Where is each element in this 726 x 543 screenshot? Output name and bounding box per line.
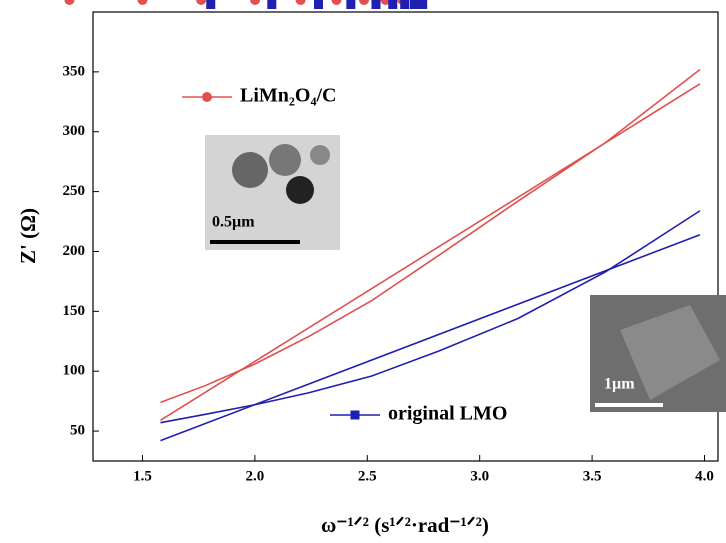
- scale-bar: [595, 403, 663, 407]
- x-axis-title: ω⁻¹ᐟ² (s¹ᐟ²·rad⁻¹ᐟ²): [321, 513, 489, 537]
- x-tick-label: 2.0: [245, 468, 264, 484]
- particle: [232, 152, 268, 188]
- y-axis-title: Z' (Ω): [16, 208, 40, 264]
- y-tick-label: 100: [63, 363, 86, 379]
- y-tick-label: 200: [63, 243, 86, 259]
- legend-marker: [351, 411, 360, 420]
- scale-bar: [210, 240, 300, 244]
- inset-image: [590, 295, 726, 412]
- particle: [310, 145, 330, 165]
- marker: [400, 0, 409, 9]
- x-tick-label: 2.5: [358, 468, 377, 484]
- marker: [359, 0, 369, 5]
- legend-label: original LMO: [388, 403, 507, 425]
- x-tick-label: 3.0: [470, 468, 489, 484]
- particle: [269, 144, 301, 176]
- x-tick-label: 1.5: [133, 468, 152, 484]
- scale-label: 0.5µm: [212, 214, 255, 231]
- marker: [267, 0, 276, 9]
- y-tick-label: 50: [70, 423, 85, 439]
- y-tick-label: 300: [63, 123, 86, 139]
- marker: [206, 0, 215, 9]
- marker: [388, 0, 397, 9]
- marker: [418, 0, 427, 9]
- marker: [196, 0, 206, 5]
- y-tick-label: 150: [63, 303, 86, 319]
- x-tick-label: 4.0: [695, 468, 714, 484]
- marker: [371, 0, 380, 9]
- y-tick-label: 250: [63, 183, 86, 199]
- marker: [296, 0, 306, 5]
- marker: [410, 0, 419, 9]
- marker: [64, 0, 74, 5]
- marker: [314, 0, 323, 9]
- particle: [286, 176, 314, 204]
- legend-label: LiMn₂O₄/C: [240, 85, 336, 107]
- marker: [250, 0, 260, 5]
- marker: [138, 0, 148, 5]
- inset-image: [205, 135, 340, 250]
- chart: 0.5µm 1µm ω⁻¹ᐟ² (s¹ᐟ²·rad⁻¹ᐟ²) Z' (Ω) 1.…: [0, 0, 726, 543]
- legend-marker: [202, 92, 212, 102]
- y-tick-label: 350: [63, 63, 86, 79]
- marker: [346, 0, 355, 9]
- marker: [331, 0, 341, 5]
- x-tick-label: 3.5: [583, 468, 602, 484]
- scale-label: 1µm: [604, 376, 635, 393]
